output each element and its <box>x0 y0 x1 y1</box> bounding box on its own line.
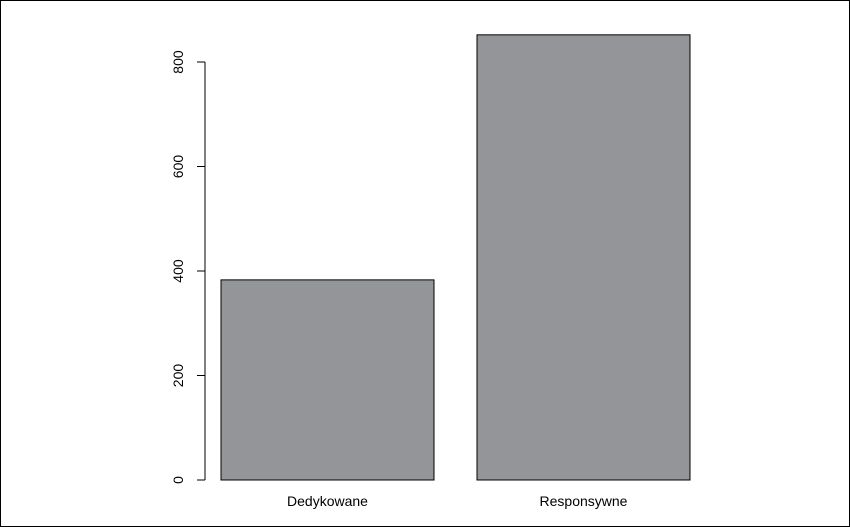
bar-responsywne <box>476 34 691 481</box>
x-axis-labels: Dedykowane Responsywne <box>287 493 628 509</box>
y-tick-label: 200 <box>170 364 186 388</box>
y-axis: 0 200 400 600 800 <box>170 50 206 484</box>
x-category-label: Dedykowane <box>287 493 368 509</box>
x-category-label: Responsywne <box>540 493 628 509</box>
y-tick-label: 0 <box>170 476 186 484</box>
y-tick-label: 600 <box>170 155 186 179</box>
bars <box>220 34 691 481</box>
y-tick-label: 400 <box>170 259 186 283</box>
y-tick-label: 800 <box>170 50 186 74</box>
bar-dedykowane <box>220 279 435 481</box>
